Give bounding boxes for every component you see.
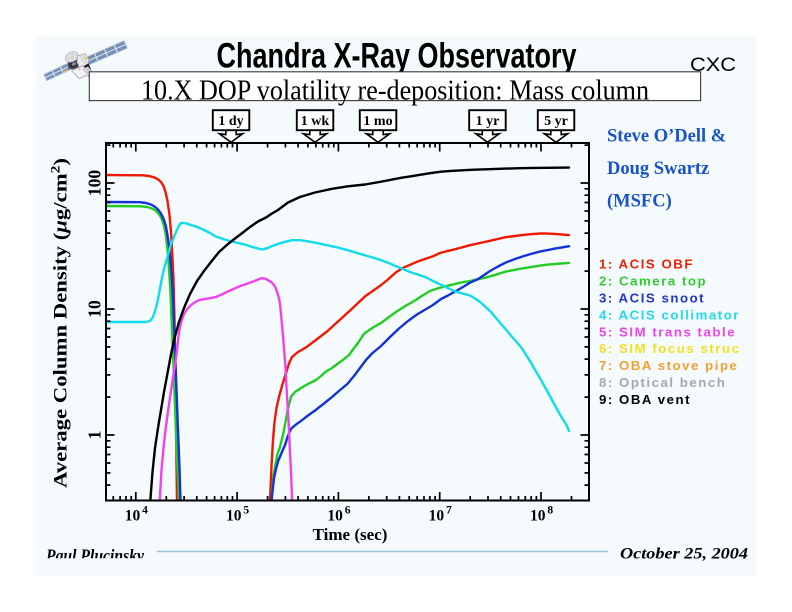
svg-text:Steve O’Dell &: Steve O’Dell & — [607, 127, 726, 147]
svg-text:8: 8 — [547, 505, 553, 517]
svg-text:1: ACIS OBF: 1: ACIS OBF — [599, 257, 694, 272]
svg-text:10: 10 — [85, 300, 105, 318]
svg-text:10: 10 — [226, 508, 242, 525]
svg-text:7: OBA stove pipe: 7: OBA stove pipe — [599, 358, 738, 373]
svg-text:Paul Plucinsky: Paul Plucinsky — [45, 546, 145, 566]
svg-text:6: SIM focus struc: 6: SIM focus struc — [599, 341, 740, 356]
svg-text:8: Optical bench: 8: Optical bench — [599, 375, 726, 390]
svg-text:1: 1 — [85, 431, 105, 440]
svg-text:7: 7 — [446, 505, 452, 517]
svg-text:1 yr: 1 yr — [476, 114, 500, 129]
svg-text:100: 100 — [85, 170, 105, 197]
svg-text:1 wk: 1 wk — [301, 114, 330, 129]
svg-text:4: ACIS collimator: 4: ACIS collimator — [599, 307, 740, 322]
svg-text:10: 10 — [530, 508, 546, 525]
svg-text:10: 10 — [125, 508, 141, 525]
svg-text:3: ACIS snoot: 3: ACIS snoot — [599, 291, 705, 306]
svg-text:(MSFC): (MSFC) — [607, 191, 672, 211]
svg-text:1 dy: 1 dy — [218, 114, 243, 129]
svg-text:9: OBA vent: 9: OBA vent — [599, 392, 691, 407]
svg-text:10: 10 — [327, 508, 343, 525]
svg-text:10.X DOP volatility re-deposit: 10.X DOP volatility re-deposition: Mass … — [141, 75, 649, 106]
svg-text:Time (sec): Time (sec) — [313, 525, 388, 544]
svg-text:October 25, 2004: October 25, 2004 — [620, 546, 748, 563]
svg-text:5 yr: 5 yr — [544, 114, 568, 129]
svg-text:6: 6 — [345, 505, 351, 517]
svg-text:Average Column Density (μg/cm2: Average Column Density (μg/cm2) — [48, 158, 72, 488]
svg-text:4: 4 — [142, 505, 148, 517]
svg-text:5: 5 — [243, 505, 249, 517]
svg-text:1 mo: 1 mo — [363, 114, 392, 129]
svg-text:Chandra X-Ray Observatory: Chandra X-Ray Observatory — [217, 37, 577, 76]
svg-text:2: Camera top: 2: Camera top — [599, 274, 707, 289]
svg-text:CXC: CXC — [690, 54, 736, 76]
svg-text:10: 10 — [429, 508, 445, 525]
svg-text:5: SIM trans table: 5: SIM trans table — [599, 324, 736, 339]
svg-text:Doug Swartz: Doug Swartz — [607, 159, 709, 179]
